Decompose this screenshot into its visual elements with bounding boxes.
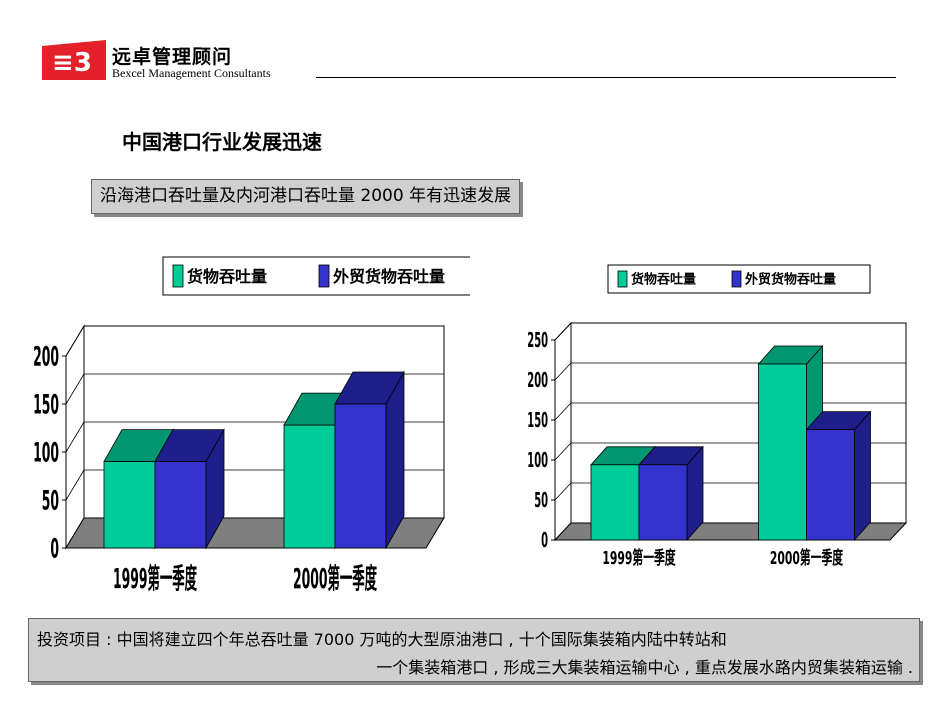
company-logo: ≡3	[42, 40, 106, 80]
legend-swatch-1	[617, 270, 628, 288]
header-rule	[316, 77, 896, 78]
bar-side	[854, 410, 871, 542]
legend-box	[162, 256, 470, 296]
y-tick-label: 100	[527, 448, 548, 472]
brand-name-cn: 远卓管理顾问	[112, 46, 233, 68]
legend-swatch-1	[172, 264, 184, 288]
y-tick-label: 100	[33, 437, 59, 468]
footer-line-1: 投资项目 : 中国将建立四个年总吞吐量 7000 万吨的大型原油港口 , 十个国…	[37, 630, 727, 649]
svg-text:≡3: ≡3	[52, 48, 92, 78]
y-tick-label: 0	[50, 533, 59, 564]
x-category-label: 2000第一季度	[770, 547, 843, 569]
gridline	[65, 373, 444, 405]
y-tick-label: 150	[33, 389, 59, 420]
legend-label-2: 外贸货物吞吐量	[744, 272, 836, 288]
y-tick-label: 250	[527, 328, 548, 352]
y-tick-label: 0	[541, 528, 548, 552]
subtitle-box: 沿海港口吞吐量及内河港口吞吐量 2000 年有迅速发展	[91, 179, 521, 214]
gridline	[65, 325, 444, 357]
footer-box: 投资项目 : 中国将建立四个年总吞吐量 7000 万吨的大型原油港口 , 十个国…	[28, 618, 920, 682]
chart-right: 货物吞吐量 外贸货物吞吐量 0 50 100 150 200 250 1999第一季度 2000第…	[527, 264, 908, 569]
bar	[758, 363, 807, 541]
bar	[283, 424, 336, 549]
bar	[638, 464, 688, 541]
y-tick-label: 200	[33, 341, 59, 372]
footer-line-2: 一个集装箱港口 , 形成三大集装箱运输中心 , 重点发展水路内贸集装箱运输 .	[376, 658, 913, 677]
y-tick-label: 50	[534, 488, 548, 512]
chart-left: 货物吞吐量 外贸货物吞吐量 0 50 100 150 200 1999第一季度 2000第一季度	[33, 256, 470, 596]
gridline	[554, 322, 906, 341]
bar	[154, 461, 207, 549]
legend-label-2: 外贸货物吞吐量	[332, 267, 445, 286]
x-category-label: 2000第一季度	[293, 562, 377, 596]
x-category-label: 1999第一季度	[113, 562, 197, 596]
y-tick-label: 150	[527, 408, 548, 432]
legend-label-1: 货物吞吐量	[631, 272, 696, 288]
x-category-label: 1999第一季度	[602, 547, 675, 569]
legend-label-1: 货物吞吐量	[187, 267, 267, 286]
legend-swatch-2	[731, 270, 742, 288]
legend-swatch-2	[318, 264, 330, 288]
bar	[334, 403, 387, 549]
brand-name-en: Bexcel Management Consultants	[112, 66, 271, 80]
bar	[103, 461, 156, 549]
bar	[806, 429, 855, 541]
bar	[590, 464, 640, 541]
y-tick-label: 200	[527, 368, 548, 392]
side-wall	[554, 321, 572, 542]
y-tick-label: 50	[42, 485, 59, 516]
page-title: 中国港口行业发展迅速	[122, 130, 322, 154]
